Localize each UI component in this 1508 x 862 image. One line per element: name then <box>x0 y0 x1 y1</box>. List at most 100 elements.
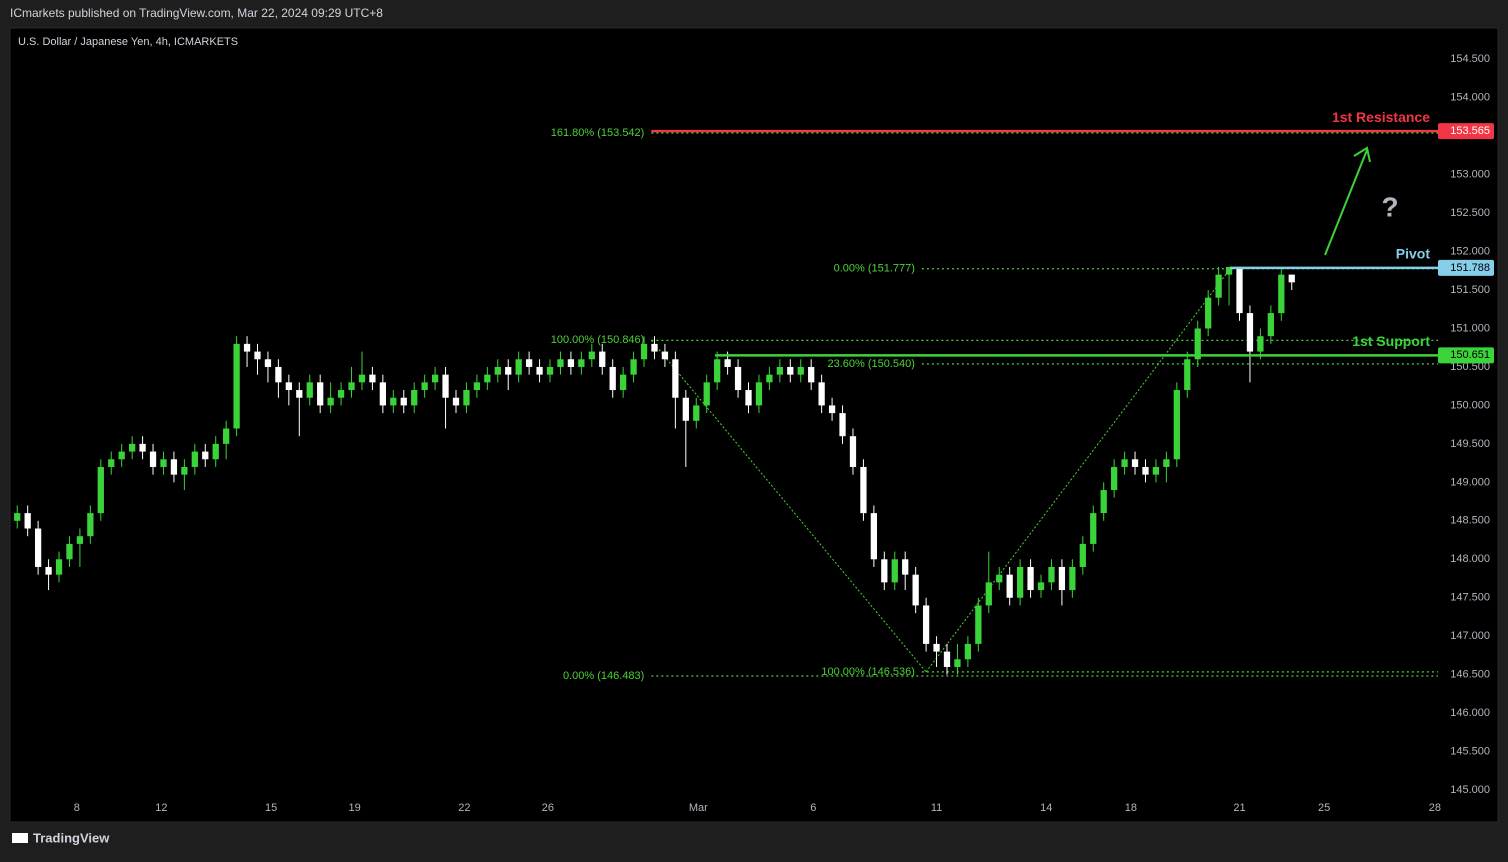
candle-body <box>264 359 272 367</box>
candle-body <box>954 659 961 667</box>
candle-body <box>1142 466 1149 475</box>
candle-body <box>672 359 679 398</box>
candle-body <box>505 366 512 375</box>
candle-body <box>651 343 658 352</box>
x-tick-label: 26 <box>542 802 554 814</box>
question-mark: ? <box>1381 191 1398 222</box>
candle-body <box>808 366 815 383</box>
candle-body <box>1152 466 1160 475</box>
price-tag-label: 151.788 <box>1450 262 1490 274</box>
candle-body <box>484 374 491 383</box>
candle-body <box>1079 543 1086 567</box>
candle-body <box>379 382 386 406</box>
candle-body <box>870 513 878 560</box>
price-tag-label: 153.565 <box>1450 125 1490 137</box>
candle-body <box>1225 266 1233 275</box>
candle-body <box>922 605 930 644</box>
x-tick-label: 22 <box>458 802 470 814</box>
candle-body <box>149 451 157 467</box>
candle-body <box>160 459 167 467</box>
candle-body <box>1037 582 1045 591</box>
candle-body <box>1100 490 1107 514</box>
candle-body <box>703 382 710 406</box>
candle-body <box>943 651 951 667</box>
y-tick-label: 152.500 <box>1450 207 1490 219</box>
candle-body <box>860 466 867 514</box>
candle-body <box>1163 459 1170 467</box>
candle-body <box>682 397 689 421</box>
candle-body <box>1111 466 1118 491</box>
price-tag-label: 150.651 <box>1450 349 1490 361</box>
key-level-name: 1st Support <box>1352 333 1430 349</box>
candle-body <box>985 582 992 606</box>
candle-body <box>891 559 898 583</box>
candle-body <box>76 536 84 544</box>
candle-body <box>348 382 355 391</box>
y-tick-label: 146.000 <box>1450 707 1490 719</box>
candle-body <box>473 382 481 391</box>
candle-body <box>745 390 752 406</box>
x-tick-label: 14 <box>1040 802 1052 814</box>
x-tick-label: Mar <box>689 802 708 814</box>
x-tick-label: 18 <box>1125 802 1137 814</box>
candle-body <box>787 366 794 375</box>
candle-body <box>1173 390 1180 460</box>
candle-body <box>640 343 648 360</box>
candle-body <box>1194 328 1201 360</box>
y-tick-label: 147.000 <box>1450 630 1490 642</box>
candle-body <box>421 382 428 391</box>
x-tick-label: 8 <box>74 802 80 814</box>
candle-body <box>442 374 449 398</box>
candle-body <box>129 443 136 452</box>
chart-title: U.S. Dollar / Japanese Yen, 4h, ICMARKET… <box>18 36 238 48</box>
y-tick-label: 145.500 <box>1450 746 1490 758</box>
candle-body <box>202 451 209 460</box>
candle-body <box>317 382 324 406</box>
candle-body <box>588 351 595 360</box>
x-tick-label: 12 <box>155 802 167 814</box>
candle-body <box>818 382 825 406</box>
price-tag <box>1438 259 1494 276</box>
key-level-name: Pivot <box>1396 246 1431 262</box>
candle-body <box>108 459 115 467</box>
candle-body <box>400 397 407 406</box>
x-tick-label: 28 <box>1429 802 1441 814</box>
candle-body <box>766 374 773 383</box>
x-tick-label: 21 <box>1233 802 1245 814</box>
y-tick-label: 146.500 <box>1450 669 1490 681</box>
candle-body <box>337 390 345 398</box>
trend-line <box>925 268 1231 673</box>
candle-body <box>306 382 313 398</box>
candle-body <box>1267 313 1274 337</box>
candle-body <box>181 466 188 475</box>
candle-body <box>881 559 888 583</box>
candle-body <box>620 374 627 391</box>
price-tag <box>1438 347 1494 364</box>
publisher: ICmarkets published on TradingView.com, … <box>10 6 383 20</box>
brand-logo <box>12 833 28 843</box>
candle-body <box>139 443 146 452</box>
key-level-name: 1st Resistance <box>1332 109 1430 125</box>
fib-label: 0.00% (146.483) <box>563 670 644 682</box>
x-tick-label: 11 <box>931 802 942 814</box>
y-tick-label: 145.000 <box>1450 784 1490 796</box>
candle-body <box>525 359 533 367</box>
candle-body <box>1016 566 1024 598</box>
candle-body <box>14 513 21 521</box>
candle-body <box>285 382 292 391</box>
candle-body <box>97 466 104 514</box>
candle-body <box>118 451 125 460</box>
y-tick-label: 152.000 <box>1450 245 1490 257</box>
candle-body <box>693 405 700 421</box>
candle-body <box>66 543 73 560</box>
y-tick-label: 148.000 <box>1450 553 1490 565</box>
y-tick-label: 151.000 <box>1450 322 1490 334</box>
candle-body <box>797 366 804 375</box>
fib-label: 100.00% (146.536) <box>821 666 915 678</box>
candle-body <box>1205 297 1212 329</box>
candle-body <box>233 343 240 429</box>
candle-body <box>1069 566 1076 591</box>
candle-body <box>452 397 460 406</box>
candle-body <box>546 366 554 375</box>
